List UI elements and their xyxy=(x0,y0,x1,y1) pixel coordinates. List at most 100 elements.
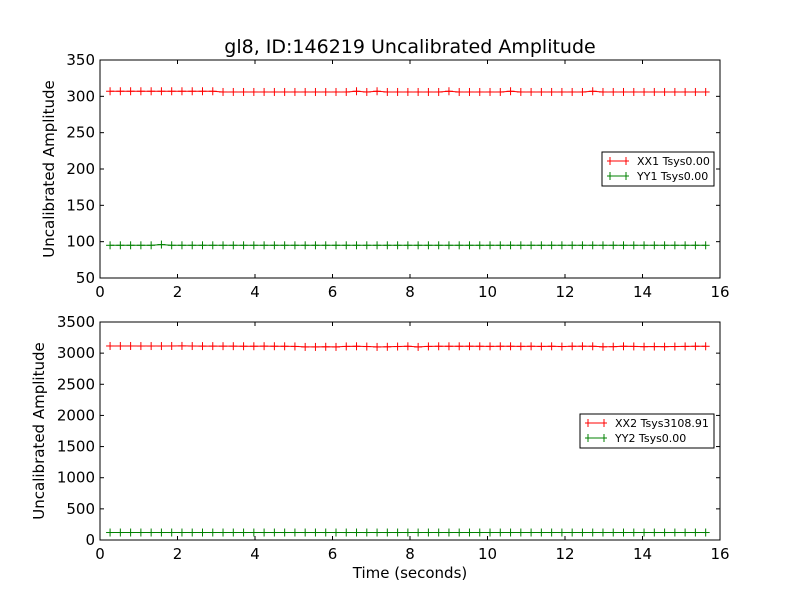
legend-label: XX2 Tsys3108.91 xyxy=(615,417,709,430)
data-point-marker xyxy=(660,528,669,537)
x-tick-label: 16 xyxy=(710,545,729,563)
x-tick-label: 6 xyxy=(328,283,338,301)
data-point-marker xyxy=(506,528,515,537)
data-point-marker xyxy=(619,87,628,96)
data-point-marker xyxy=(249,241,258,250)
data-point-marker xyxy=(496,528,505,537)
data-point-marker xyxy=(568,87,577,96)
data-point-marker xyxy=(352,342,361,351)
data-point-marker xyxy=(188,87,197,96)
data-point-marker xyxy=(486,87,495,96)
data-point-marker xyxy=(383,241,392,250)
data-point-marker xyxy=(126,528,135,537)
data-point-marker xyxy=(403,87,412,96)
data-point-marker xyxy=(629,87,638,96)
x-tick-label: 10 xyxy=(478,545,497,563)
data-point-marker xyxy=(557,241,566,250)
data-point-marker xyxy=(588,87,597,96)
data-point-marker xyxy=(249,87,258,96)
data-point-marker xyxy=(188,342,197,351)
data-point-marker xyxy=(270,87,279,96)
y-tick-label: 2500 xyxy=(57,375,95,393)
data-point-marker xyxy=(414,342,423,351)
data-point-marker xyxy=(362,87,371,96)
data-point-marker xyxy=(167,241,176,250)
data-point-marker xyxy=(609,342,618,351)
data-point-marker xyxy=(208,528,217,537)
data-point-marker xyxy=(116,528,125,537)
data-point-marker xyxy=(547,528,556,537)
data-point-marker xyxy=(619,241,628,250)
data-point-marker xyxy=(670,528,679,537)
data-point-marker xyxy=(321,87,330,96)
data-point-marker xyxy=(588,241,597,250)
x-tick-label: 6 xyxy=(328,545,338,563)
data-point-marker xyxy=(373,87,382,96)
data-point-marker xyxy=(321,241,330,250)
data-point-marker xyxy=(475,87,484,96)
data-point-marker xyxy=(496,342,505,351)
legend-entry: YY1 Tsys0.00 xyxy=(607,170,708,183)
data-point-marker xyxy=(527,87,536,96)
data-point-marker xyxy=(650,241,659,250)
legend-entry: XX1 Tsys0.00 xyxy=(607,155,710,168)
x-tick-label: 12 xyxy=(555,283,574,301)
data-point-marker xyxy=(362,342,371,351)
data-point-marker xyxy=(290,528,299,537)
data-point-marker xyxy=(352,87,361,96)
data-point-marker xyxy=(136,342,145,351)
data-point-marker xyxy=(331,87,340,96)
data-point-marker xyxy=(177,528,186,537)
y-tick-label: 350 xyxy=(66,51,95,69)
data-point-marker xyxy=(537,342,546,351)
data-point-marker xyxy=(136,528,145,537)
data-point-marker xyxy=(629,528,638,537)
data-point-marker xyxy=(455,241,464,250)
data-point-marker xyxy=(670,342,679,351)
data-point-marker xyxy=(557,528,566,537)
data-point-marker xyxy=(198,87,207,96)
data-point-marker xyxy=(424,528,433,537)
data-point-marker xyxy=(352,241,361,250)
data-point-marker xyxy=(147,342,156,351)
data-point-marker xyxy=(691,342,700,351)
data-point-marker xyxy=(301,87,310,96)
data-point-marker xyxy=(609,87,618,96)
data-point-marker xyxy=(331,342,340,351)
legend: XX1 Tsys0.00 YY1 Tsys0.00 xyxy=(601,151,715,187)
x-tick-label: 2 xyxy=(173,283,183,301)
data-point-marker xyxy=(331,528,340,537)
data-point-marker xyxy=(414,87,423,96)
data-point-marker xyxy=(568,528,577,537)
y-tick-label: 500 xyxy=(66,500,95,518)
y-tick-label: 1500 xyxy=(57,438,95,456)
data-point-marker xyxy=(516,528,525,537)
data-point-marker xyxy=(516,241,525,250)
data-point-marker xyxy=(260,87,269,96)
x-tick-label: 8 xyxy=(405,545,415,563)
y-tick-label: 100 xyxy=(66,233,95,251)
data-point-marker xyxy=(311,342,320,351)
data-point-marker xyxy=(598,241,607,250)
data-point-marker xyxy=(383,342,392,351)
data-point-marker xyxy=(506,241,515,250)
data-point-marker xyxy=(342,342,351,351)
y-tick-label: 50 xyxy=(76,269,95,287)
data-point-marker xyxy=(568,241,577,250)
legend-entry: XX2 Tsys3108.91 xyxy=(585,417,709,430)
data-point-marker xyxy=(670,87,679,96)
data-point-marker xyxy=(136,87,145,96)
data-point-marker xyxy=(393,87,402,96)
data-point-marker xyxy=(465,241,474,250)
data-point-marker xyxy=(219,87,228,96)
data-point-marker xyxy=(208,342,217,351)
data-point-marker xyxy=(609,528,618,537)
data-point-marker xyxy=(414,241,423,250)
y-tick-label: 200 xyxy=(66,160,95,178)
data-point-marker xyxy=(126,341,135,350)
y-tick-label: 3500 xyxy=(57,313,95,331)
data-point-marker xyxy=(342,241,351,250)
legend-label: XX1 Tsys0.00 xyxy=(637,155,710,168)
data-point-marker xyxy=(681,342,690,351)
data-point-marker xyxy=(506,87,515,96)
